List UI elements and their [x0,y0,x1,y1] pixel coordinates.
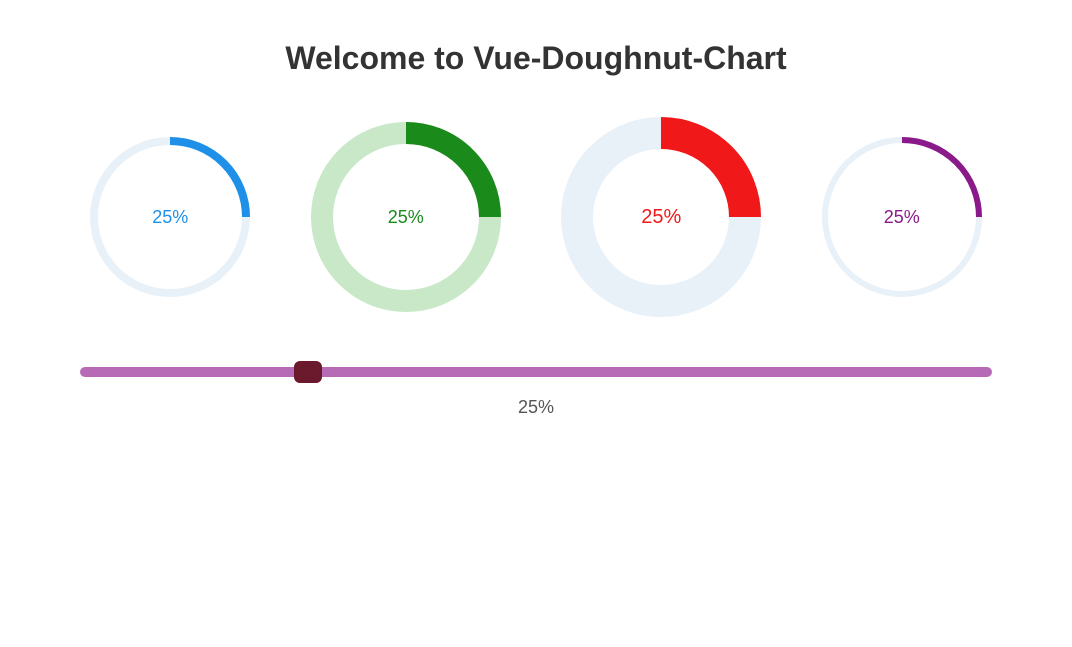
doughnut-label-3: 25% [641,206,681,229]
doughnut-label-2: 25% [388,207,424,228]
doughnut-chart-3: 25% [561,117,761,317]
page-title: Welcome to Vue-Doughnut-Chart [60,40,1012,77]
doughnut-label-1: 25% [152,207,188,228]
slider-track[interactable] [80,367,992,377]
slider-value-label: 25% [80,397,992,418]
doughnut-chart-2: 25% [311,122,501,312]
doughnut-chart-4: 25% [822,137,982,297]
doughnut-chart-1: 25% [90,137,250,297]
doughnut-label-4: 25% [884,207,920,228]
slider-container: 25% [60,367,1012,418]
charts-row: 25% 25% 25% 25% [60,117,1012,317]
slider-thumb[interactable] [294,361,322,383]
